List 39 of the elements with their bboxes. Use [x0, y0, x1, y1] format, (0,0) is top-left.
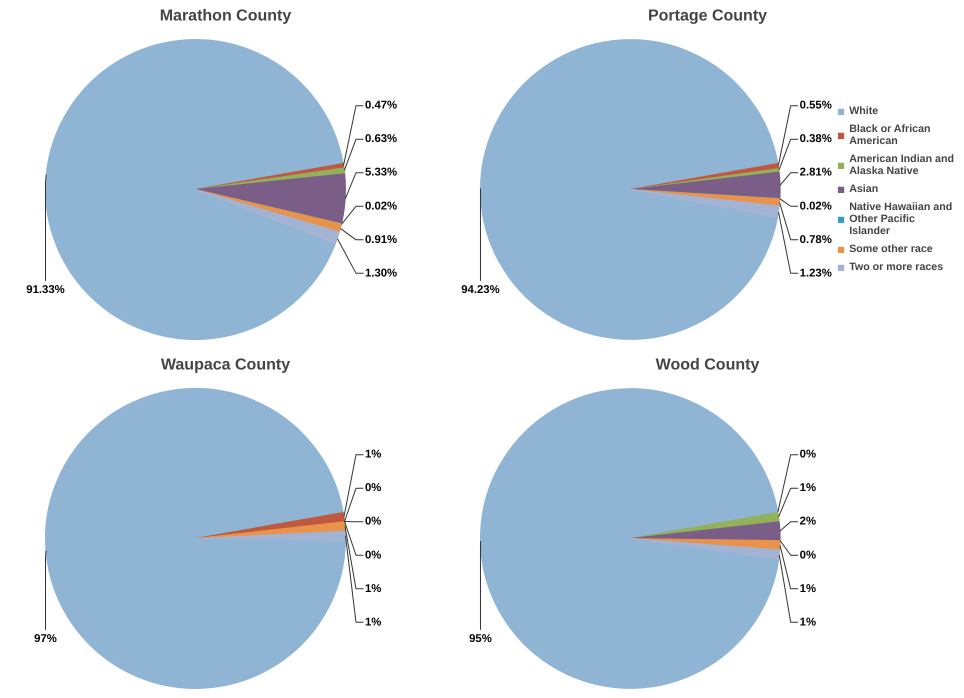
- data-label: 2.81%: [800, 166, 832, 179]
- legend-label: Native Hawaiian and Other Pacific Islander: [849, 201, 952, 237]
- text: 0%: [365, 516, 382, 528]
- data-label: 91.33%: [26, 284, 65, 296]
- data-label: 5.33%: [365, 166, 398, 179]
- legend-label: American Indian and Alaska Native: [849, 153, 954, 177]
- text: 0%: [800, 549, 816, 562]
- data-label: 0.47%: [365, 100, 398, 112]
- data-label: 97%: [34, 632, 57, 645]
- data-label: 2%: [800, 516, 816, 528]
- text: 0%: [365, 549, 382, 562]
- data-label: 0.55%: [800, 100, 832, 112]
- data-label: 95%: [469, 632, 492, 645]
- text: 0%: [365, 482, 382, 494]
- legend-label: White: [849, 105, 878, 117]
- data-label: 1%: [800, 582, 816, 595]
- legend-label: Black or African American: [849, 123, 931, 147]
- data-label: 0.78%: [800, 234, 832, 246]
- data-label: 0.63%: [365, 133, 398, 146]
- chart-title: Portage County: [648, 8, 768, 24]
- data-label: 1.30%: [365, 267, 398, 280]
- legend-label: Two or more races: [849, 261, 944, 273]
- data-label: 1%: [365, 616, 382, 628]
- data-label: 94.23%: [461, 284, 500, 296]
- legend-label: Asian: [849, 183, 878, 195]
- data-label: 1%: [365, 582, 382, 595]
- data-label: 0.02%: [365, 200, 398, 212]
- data-label: 1%: [800, 616, 816, 628]
- data-label: 0.02%: [800, 200, 832, 212]
- chart-title: Wood County: [656, 356, 760, 374]
- legend-label: Some other race: [849, 243, 933, 255]
- text: 0%: [800, 448, 816, 461]
- data-label: 0.91%: [365, 234, 398, 246]
- chart-title: Marathon County: [160, 8, 292, 24]
- chart-title: Waupaca County: [160, 356, 290, 374]
- data-label: 1%: [800, 482, 816, 494]
- data-label: 1.23%: [800, 267, 832, 280]
- data-label: 1%: [365, 448, 382, 461]
- data-label: 0.38%: [800, 133, 832, 146]
